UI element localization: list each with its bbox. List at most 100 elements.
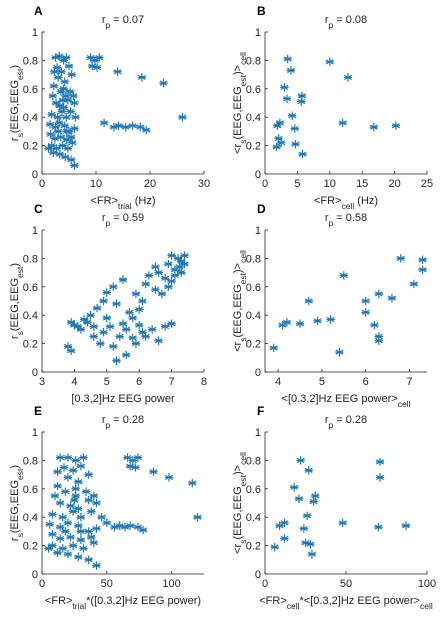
y-tick-label: 0 [32, 169, 38, 181]
data-point [54, 73, 63, 82]
data-point [180, 251, 189, 260]
data-point [61, 527, 70, 536]
data-point [97, 513, 106, 522]
data-point [275, 521, 284, 530]
data-point [298, 149, 307, 159]
y-tick-label: 0 [255, 169, 261, 181]
data-point [131, 463, 140, 472]
data-point [401, 521, 411, 530]
y-tick-label: 0.8 [23, 55, 38, 67]
data-point [70, 124, 79, 133]
x-tick-label: 20 [144, 178, 156, 190]
data-point [86, 311, 95, 320]
data-point [71, 491, 80, 501]
data-point [63, 453, 73, 462]
data-point [58, 141, 67, 150]
x-axis-label: [0.3,2]Hz EEG power [71, 393, 175, 405]
data-point [177, 268, 186, 277]
scatter-series [272, 54, 401, 159]
data-point [67, 70, 76, 79]
data-point [99, 296, 108, 306]
data-point [92, 303, 102, 313]
panel-title: rp = 0.28 [102, 414, 144, 430]
data-point [74, 477, 83, 486]
y-tick-label: 0.6 [23, 484, 38, 496]
y-axis-label: rs(EEG,EEGest) [9, 263, 25, 339]
data-point [138, 296, 147, 306]
x-tick-label: 30 [198, 178, 210, 190]
data-point [89, 322, 99, 331]
data-point [133, 522, 143, 532]
x-axis-label: <FR>trial*([0.3,2]Hz EEG power) [45, 595, 201, 611]
data-point [87, 532, 96, 542]
data-point [102, 518, 111, 528]
x-tick-label: 4 [71, 376, 77, 388]
data-point [48, 510, 57, 519]
data-point [66, 318, 76, 327]
data-point [335, 347, 344, 357]
data-point [109, 282, 118, 291]
y-axis-label: rs(EEG,EEGest) [9, 65, 25, 141]
data-point [167, 319, 176, 328]
data-point [69, 91, 78, 101]
data-point [290, 124, 300, 133]
data-point [138, 328, 147, 337]
scatter-series [270, 456, 411, 559]
data-point [66, 155, 76, 164]
data-point [133, 453, 143, 462]
y-tick-label: 0.2 [246, 141, 261, 153]
data-point [291, 139, 300, 149]
data-point [149, 467, 158, 476]
data-point [278, 320, 287, 330]
y-tick-label: 0.6 [246, 282, 261, 294]
y-tick-label: 0.8 [23, 455, 38, 467]
data-point [269, 343, 278, 353]
data-point [118, 275, 128, 284]
data-point [151, 262, 160, 272]
x-tick-label: 100 [162, 578, 180, 590]
x-tick-label: 50 [101, 578, 113, 590]
y-tick-label: 0.2 [246, 339, 261, 351]
data-point [89, 332, 99, 341]
data-point [76, 527, 86, 536]
panel-e: Erp = 0.28 0 50 100 0 0.2 0.4 0.6 0.8 1 <FR>trial*… [9, 404, 204, 611]
y-tick-label: 0 [255, 569, 261, 581]
panel-b: Brp = 0.08 0 5 10 15 20 25 0 0.2 0.4 0.6 0.8 1 <FR>ce… [232, 4, 433, 211]
y-axis-label: <rs(EEG,EEGest)>cell [232, 52, 248, 154]
data-point [66, 132, 76, 142]
data-point [50, 491, 60, 501]
data-point [304, 296, 313, 306]
panel-title: rp = 0.58 [325, 212, 367, 228]
x-tick-label: 20 [388, 178, 400, 190]
x-tick-label: 6 [363, 376, 369, 388]
data-point [63, 549, 73, 559]
data-point [74, 521, 83, 530]
data-point [307, 549, 317, 559]
data-point [61, 152, 70, 162]
panel-letter: D [257, 202, 266, 216]
data-point [164, 259, 173, 269]
y-tick-label: 1 [255, 225, 261, 237]
data-point [55, 522, 65, 532]
data-point [131, 339, 141, 348]
data-point [125, 461, 135, 471]
data-point [142, 125, 151, 135]
data-point [68, 466, 78, 475]
x-tick-label: 0 [262, 578, 268, 590]
y-tick-label: 0.8 [23, 253, 38, 265]
data-point [74, 552, 83, 562]
x-tick-label: 25 [421, 178, 433, 190]
data-point [299, 524, 309, 533]
data-point [71, 484, 80, 493]
x-tick-label: 10 [90, 178, 102, 190]
panel-title: rp = 0.07 [102, 14, 144, 30]
data-point [55, 118, 64, 128]
panel-letter: C [34, 202, 43, 216]
data-point [55, 534, 65, 543]
data-point [361, 308, 370, 317]
data-point [375, 473, 385, 482]
panel-c: Crp = 0.59 3 4 5 6 7 8 0 0.2 0.4 0.6 0.8 1 [0.3,2]Hz … [9, 202, 207, 405]
axes-frame [264, 432, 427, 575]
data-point [121, 122, 130, 132]
